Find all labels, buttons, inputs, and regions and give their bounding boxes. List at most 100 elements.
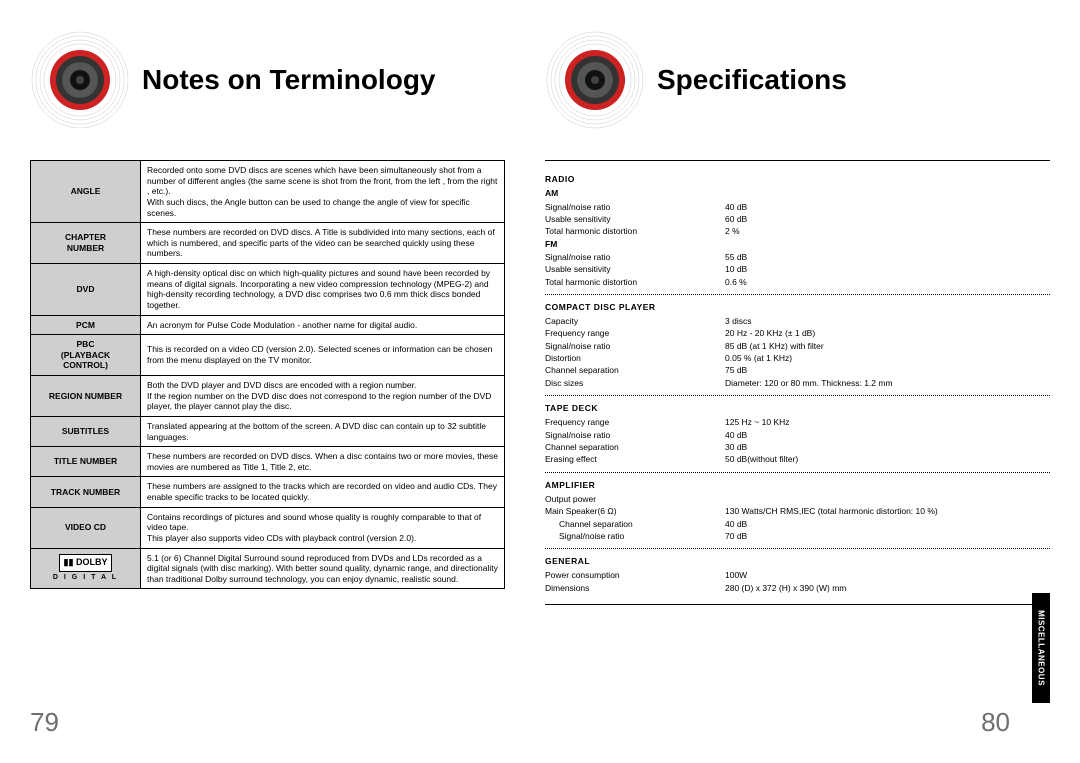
spec-section: GENERAL Power consumption100WDimensions28… bbox=[545, 555, 1050, 594]
spec-row: Total harmonic distortion0.6 % bbox=[545, 276, 1050, 288]
spec-value: 60 dB bbox=[725, 213, 1050, 225]
spec-row: Main Speaker(6 Ω)130 Watts/CH RMS,IEC (t… bbox=[545, 505, 1050, 517]
spec-section: RADIOAMSignal/noise ratio40 dBUsable sen… bbox=[545, 173, 1050, 288]
table-row: TITLE NUMBERThese numbers are recorded o… bbox=[31, 447, 505, 477]
term-value: These numbers are assigned to the tracks… bbox=[141, 477, 505, 507]
spec-label: Dimensions bbox=[545, 582, 725, 594]
left-page: Notes on Terminology ANGLERecorded onto … bbox=[0, 0, 530, 763]
spec-subheading: AM bbox=[545, 187, 1050, 199]
spec-heading: GENERAL bbox=[545, 555, 1050, 567]
spec-label: Usable sensitivity bbox=[545, 213, 725, 225]
term-value: These numbers are recorded on DVD discs.… bbox=[141, 447, 505, 477]
spec-value: 130 Watts/CH RMS,IEC (total harmonic dis… bbox=[725, 505, 1050, 517]
term-key: CHAPTERNUMBER bbox=[31, 223, 141, 264]
table-row: VIDEO CDContains recordings of pictures … bbox=[31, 507, 505, 548]
spec-value: 40 dB bbox=[725, 429, 1050, 441]
spec-label: Channel separation bbox=[545, 518, 725, 530]
spec-row: Disc sizesDiameter: 120 or 80 mm. Thickn… bbox=[545, 377, 1050, 389]
spec-label: Channel separation bbox=[545, 364, 725, 376]
spec-row: Usable sensitivity60 dB bbox=[545, 213, 1050, 225]
table-row: DVDA high-density optical disc on which … bbox=[31, 264, 505, 316]
spec-value: 70 dB bbox=[725, 530, 1050, 542]
table-row: PBC(PLAYBACKCONTROL)This is recorded on … bbox=[31, 335, 505, 376]
left-page-title: Notes on Terminology bbox=[142, 64, 436, 96]
spec-row: Signal/noise ratio55 dB bbox=[545, 251, 1050, 263]
term-value: These numbers are recorded on DVD discs.… bbox=[141, 223, 505, 264]
spec-row: Power consumption100W bbox=[545, 569, 1050, 581]
side-tab-miscellaneous: MISCELLANEOUS bbox=[1032, 593, 1050, 703]
spec-row: Distortion0.05 % (at 1 KHz) bbox=[545, 352, 1050, 364]
spec-row: Output power bbox=[545, 493, 1050, 505]
term-key: TRACK NUMBER bbox=[31, 477, 141, 507]
term-value: Both the DVD player and DVD discs are en… bbox=[141, 376, 505, 417]
term-value: Recorded onto some DVD discs are scenes … bbox=[141, 161, 505, 223]
spec-label: Distortion bbox=[545, 352, 725, 364]
page-number-right: 80 bbox=[981, 707, 1010, 738]
right-page: Specifications RADIOAMSignal/noise ratio… bbox=[530, 0, 1080, 763]
spec-row: Total harmonic distortion2 % bbox=[545, 225, 1050, 237]
term-key: TITLE NUMBER bbox=[31, 447, 141, 477]
spec-heading: TAPE DECK bbox=[545, 402, 1050, 414]
table-row: REGION NUMBERBoth the DVD player and DVD… bbox=[31, 376, 505, 417]
spec-value: 50 dB(without filter) bbox=[725, 453, 1050, 465]
spec-label: Frequency range bbox=[545, 416, 725, 428]
term-key: DVD bbox=[31, 264, 141, 316]
table-row: CHAPTERNUMBERThese numbers are recorded … bbox=[31, 223, 505, 264]
term-value: A high-density optical disc on which hig… bbox=[141, 264, 505, 316]
spec-value: 20 Hz - 20 KHz (± 1 dB) bbox=[725, 327, 1050, 339]
spec-label: Signal/noise ratio bbox=[545, 201, 725, 213]
table-row: TRACK NUMBERThese numbers are assigned t… bbox=[31, 477, 505, 507]
spec-value: 125 Hz ~ 10 KHz bbox=[725, 416, 1050, 428]
term-value: This is recorded on a video CD (version … bbox=[141, 335, 505, 376]
spec-label: Frequency range bbox=[545, 327, 725, 339]
spec-row: Signal/noise ratio40 dB bbox=[545, 201, 1050, 213]
left-header: Notes on Terminology bbox=[30, 30, 505, 130]
divider bbox=[545, 294, 1050, 295]
spec-row: Signal/noise ratio40 dB bbox=[545, 429, 1050, 441]
spec-value bbox=[725, 493, 1050, 505]
dolby-sub: D I G I T A L bbox=[37, 574, 134, 583]
spec-end-rule bbox=[545, 604, 1050, 605]
spec-row: Channel separation40 dB bbox=[545, 518, 1050, 530]
spec-value: 280 (D) x 372 (H) x 390 (W) mm bbox=[725, 582, 1050, 594]
divider bbox=[545, 548, 1050, 549]
spec-row: Channel separation30 dB bbox=[545, 441, 1050, 453]
spec-value: 0.6 % bbox=[725, 276, 1050, 288]
spec-row: Dimensions280 (D) x 372 (H) x 390 (W) mm bbox=[545, 582, 1050, 594]
spec-value: 0.05 % (at 1 KHz) bbox=[725, 352, 1050, 364]
spec-value: 75 dB bbox=[725, 364, 1050, 376]
spec-value: 55 dB bbox=[725, 251, 1050, 263]
spec-row: Erasing effect50 dB(without filter) bbox=[545, 453, 1050, 465]
page-number-left: 79 bbox=[30, 707, 59, 738]
spec-value: 30 dB bbox=[725, 441, 1050, 453]
spec-label: Output power bbox=[545, 493, 725, 505]
spec-value: 3 discs bbox=[725, 315, 1050, 327]
spec-section: AMPLIFIEROutput powerMain Speaker(6 Ω)13… bbox=[545, 479, 1050, 543]
spec-subheading: FM bbox=[545, 238, 1050, 250]
spec-label: Signal/noise ratio bbox=[545, 429, 725, 441]
spec-label: Signal/noise ratio bbox=[545, 340, 725, 352]
term-key: REGION NUMBER bbox=[31, 376, 141, 417]
spec-label: Signal/noise ratio bbox=[545, 530, 725, 542]
divider bbox=[545, 395, 1050, 396]
spec-section: COMPACT DISC PLAYERCapacity3 discsFreque… bbox=[545, 301, 1050, 389]
spec-label: Main Speaker(6 Ω) bbox=[545, 505, 725, 517]
spec-label: Disc sizes bbox=[545, 377, 725, 389]
divider bbox=[545, 472, 1050, 473]
right-page-title: Specifications bbox=[657, 64, 847, 96]
spec-value: 40 dB bbox=[725, 518, 1050, 530]
spec-label: Total harmonic distortion bbox=[545, 225, 725, 237]
spec-value: 2 % bbox=[725, 225, 1050, 237]
spec-label: Capacity bbox=[545, 315, 725, 327]
spec-row: Capacity3 discs bbox=[545, 315, 1050, 327]
spec-row: Usable sensitivity10 dB bbox=[545, 263, 1050, 275]
dolby-logo: ▮▮ DOLBY bbox=[59, 554, 113, 571]
spec-row: Frequency range20 Hz - 20 KHz (± 1 dB) bbox=[545, 327, 1050, 339]
term-key: ANGLE bbox=[31, 161, 141, 223]
spec-value: 85 dB (at 1 KHz) with filter bbox=[725, 340, 1050, 352]
side-tab-label: MISCELLANEOUS bbox=[1037, 610, 1046, 686]
spec-label: Erasing effect bbox=[545, 453, 725, 465]
spec-label: Channel separation bbox=[545, 441, 725, 453]
term-value: Contains recordings of pictures and soun… bbox=[141, 507, 505, 548]
table-row: PCMAn acronym for Pulse Code Modulation … bbox=[31, 315, 505, 335]
